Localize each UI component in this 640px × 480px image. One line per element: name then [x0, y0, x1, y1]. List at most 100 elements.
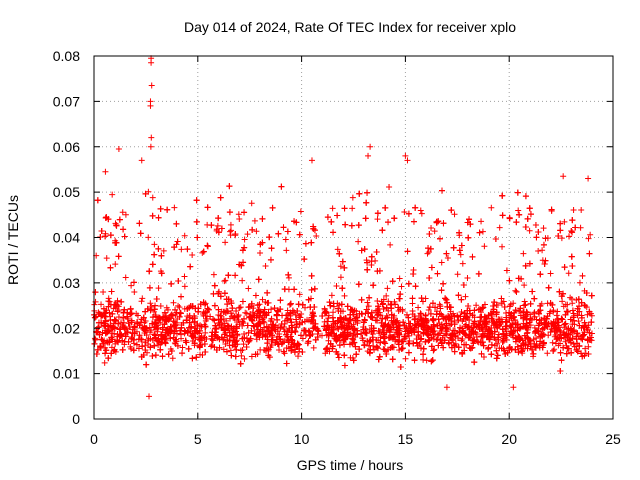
data-point	[539, 247, 546, 254]
data-point	[99, 329, 106, 336]
data-point	[570, 317, 577, 324]
data-point	[569, 262, 576, 269]
data-point	[385, 219, 392, 226]
data-point	[188, 323, 195, 330]
data-point	[242, 309, 249, 316]
data-point	[147, 300, 154, 307]
data-point	[222, 277, 229, 284]
data-point	[209, 342, 216, 349]
data-point	[422, 338, 429, 345]
data-point	[276, 333, 283, 340]
data-point	[364, 338, 371, 345]
data-point	[350, 357, 357, 364]
data-point	[430, 347, 437, 354]
data-point	[102, 330, 109, 337]
data-point	[297, 208, 304, 215]
data-point	[248, 200, 255, 207]
data-point	[374, 297, 381, 304]
data-point	[105, 355, 112, 362]
data-point	[488, 313, 495, 320]
data-point	[363, 306, 370, 313]
data-point	[438, 340, 445, 347]
data-point	[439, 313, 446, 320]
data-point	[203, 316, 210, 323]
data-point	[268, 315, 275, 322]
data-point	[329, 314, 336, 321]
data-point	[235, 316, 242, 323]
data-point	[247, 313, 254, 320]
data-point	[291, 309, 298, 316]
data-point	[526, 260, 533, 267]
data-point	[531, 295, 538, 302]
data-point	[310, 344, 317, 351]
data-point	[330, 309, 337, 316]
data-point	[426, 304, 433, 311]
data-point	[322, 327, 329, 334]
data-point	[228, 352, 235, 359]
data-point	[532, 344, 539, 351]
data-point	[125, 320, 132, 327]
data-point	[334, 212, 341, 219]
data-point	[92, 289, 99, 296]
data-point	[109, 191, 116, 198]
data-point	[447, 304, 454, 311]
data-point	[373, 337, 380, 344]
data-point	[444, 299, 451, 306]
data-point	[337, 274, 344, 281]
data-point	[557, 328, 564, 335]
data-point	[430, 321, 437, 328]
data-point	[562, 320, 569, 327]
data-point	[422, 327, 429, 334]
data-point	[451, 330, 458, 337]
data-point	[254, 302, 261, 309]
data-point	[342, 221, 349, 228]
data-point	[268, 306, 275, 313]
data-point	[202, 349, 209, 356]
data-point	[460, 315, 467, 322]
data-point	[136, 332, 143, 339]
data-point	[120, 309, 127, 316]
data-point	[518, 345, 525, 352]
data-point	[409, 295, 416, 302]
data-point	[336, 250, 343, 257]
data-point	[93, 350, 100, 357]
data-point	[451, 321, 458, 328]
data-point	[285, 274, 292, 281]
data-point	[498, 295, 505, 302]
data-point	[451, 348, 458, 355]
data-point	[211, 302, 218, 309]
data-point	[186, 319, 193, 326]
data-point	[557, 220, 564, 227]
data-point	[255, 276, 262, 283]
data-point	[494, 352, 501, 359]
data-point	[547, 270, 554, 277]
data-point	[101, 359, 108, 366]
data-point	[386, 183, 393, 190]
data-point	[241, 236, 248, 243]
data-point	[582, 322, 589, 329]
data-point	[148, 303, 155, 310]
data-point	[279, 312, 286, 319]
data-point	[266, 234, 273, 241]
data-point	[552, 320, 559, 327]
data-point	[578, 335, 585, 342]
data-point	[581, 352, 588, 359]
data-point	[241, 355, 248, 362]
data-point	[338, 315, 345, 322]
data-point	[440, 220, 447, 227]
data-point	[579, 272, 586, 279]
data-point	[360, 323, 367, 330]
data-point	[496, 224, 503, 231]
data-point	[142, 339, 149, 346]
data-point	[405, 320, 412, 327]
data-point	[425, 245, 432, 252]
data-point	[553, 336, 560, 343]
data-point	[178, 246, 185, 253]
data-point	[437, 337, 444, 344]
data-point	[419, 298, 426, 305]
data-point	[101, 320, 108, 327]
data-point	[581, 329, 588, 336]
data-point	[405, 210, 412, 217]
data-point	[292, 346, 299, 353]
data-point	[556, 288, 563, 295]
